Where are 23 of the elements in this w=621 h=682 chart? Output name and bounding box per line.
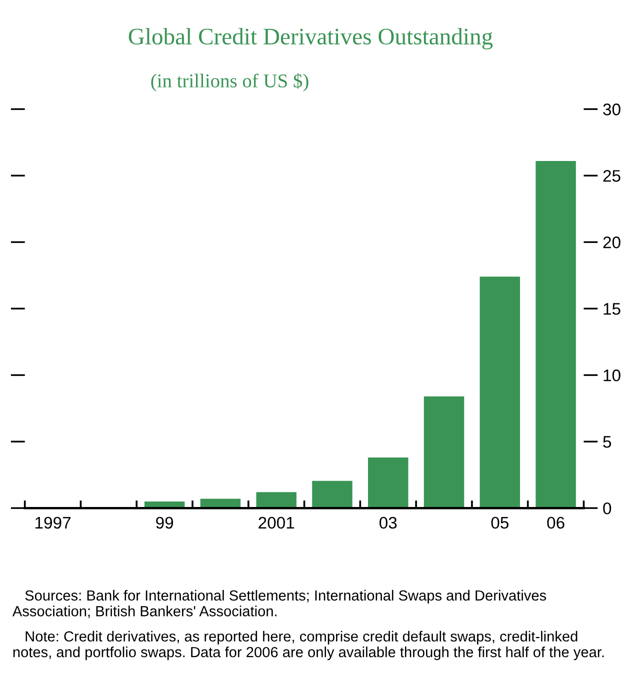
text: Note: Credit derivatives, as reported here, comprise credit default swaps, credit-linked notes, and portfolio swaps. Data for 2006 are only available through the first half of the year.	[13, 630, 604, 660]
source-note: Sources: Bank for International Settlements; International Swaps and Derivatives Association; British Bankers' Association.	[12, 590, 546, 618]
y-tick-label: 15	[604, 303, 620, 315]
chart-subtitle: (in trillions of US $)	[151, 73, 308, 92]
y-tick-label: 5	[603, 436, 612, 448]
bar	[424, 396, 464, 508]
x-tick-label: 99	[156, 516, 174, 529]
chart-title: Global Credit Derivatives Outstanding	[128, 28, 493, 50]
bar	[312, 480, 352, 508]
y-tick-label: 0	[603, 502, 612, 514]
x-tick-label: 03	[380, 516, 397, 529]
x-tick-label: 1997	[36, 516, 70, 529]
bar	[256, 492, 296, 508]
x-tick-label: 06	[547, 516, 564, 529]
bar	[368, 458, 408, 508]
y-tick-label: 20	[603, 236, 620, 248]
y-tick-label: 10	[604, 370, 620, 382]
y-tick-label: 30	[603, 104, 620, 116]
x-tick-label: 2001	[258, 516, 294, 529]
y-tick-label: 25	[603, 170, 620, 182]
bar	[480, 276, 520, 508]
bar	[536, 160, 576, 508]
x-tick-label: 05	[491, 516, 508, 529]
